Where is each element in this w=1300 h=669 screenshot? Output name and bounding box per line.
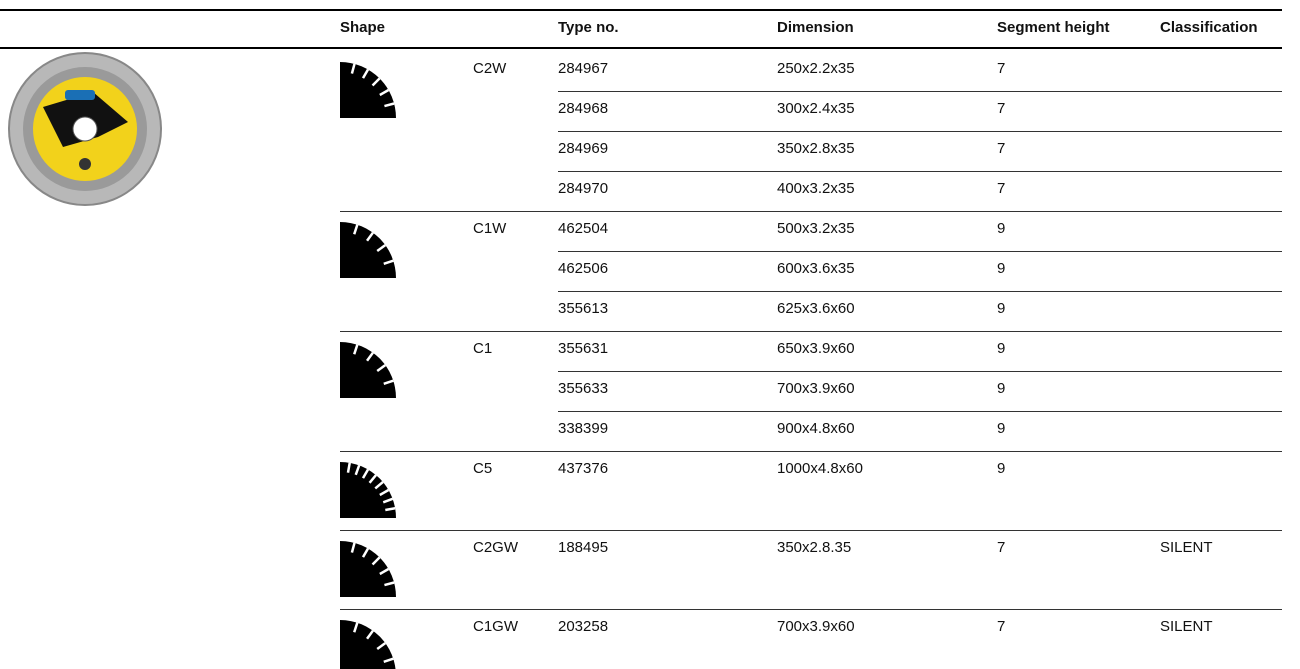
group-rule — [340, 331, 1282, 332]
header-type-no: Type no. — [558, 19, 619, 36]
header-classification: Classification — [1160, 19, 1258, 36]
dimension: 700x3.9x60 — [777, 380, 855, 397]
header-rule — [0, 47, 1282, 49]
dimension: 250x2.2x35 — [777, 60, 855, 77]
segment-height: 9 — [997, 220, 1006, 237]
shape-code: C1 — [473, 340, 493, 357]
segment-height: 7 — [997, 60, 1006, 77]
dimension: 350x2.8x35 — [777, 140, 855, 157]
segment-height: 9 — [997, 260, 1006, 277]
segment-height: 9 — [997, 340, 1006, 357]
segment-height: 9 — [997, 300, 1006, 317]
type-no: 355613 — [558, 300, 609, 317]
dimension: 500x3.2x35 — [777, 220, 855, 237]
segment-height: 7 — [997, 180, 1006, 197]
dimension: 650x3.9x60 — [777, 340, 855, 357]
dimension: 400x3.2x35 — [777, 180, 855, 197]
row-rule — [558, 291, 1282, 292]
shape-icon — [340, 541, 396, 597]
type-no: 338399 — [558, 420, 609, 437]
dimension: 900x4.8x60 — [777, 420, 855, 437]
row-rule — [558, 91, 1282, 92]
row-rule — [558, 251, 1282, 252]
type-no: 188495 — [558, 539, 609, 556]
header-shape: Shape — [340, 19, 386, 36]
shape-icon — [340, 62, 396, 118]
type-no: 284969 — [558, 140, 609, 157]
shape-icon — [340, 222, 396, 278]
type-no: 355633 — [558, 380, 609, 397]
group-rule — [340, 451, 1282, 452]
top-rule — [0, 9, 1282, 11]
row-rule — [558, 371, 1282, 372]
type-no: 462504 — [558, 220, 609, 237]
type-no: 284967 — [558, 60, 609, 77]
product-image — [8, 52, 162, 206]
dimension: 350x2.8.35 — [777, 539, 852, 556]
segment-height: 7 — [997, 100, 1006, 117]
shape-code: C1GW — [473, 618, 518, 635]
dimension: 700x3.9x60 — [777, 618, 855, 635]
segment-height: 9 — [997, 420, 1006, 437]
shape-code: C2W — [473, 60, 507, 77]
type-no: 355631 — [558, 340, 609, 357]
type-no: 284968 — [558, 100, 609, 117]
shape-code: C1W — [473, 220, 507, 237]
type-no: 437376 — [558, 460, 609, 477]
type-no: 462506 — [558, 260, 609, 277]
header-segment-height: Segment height — [997, 19, 1110, 36]
shape-icon — [340, 462, 396, 518]
segment-height: 7 — [997, 140, 1006, 157]
header-dimension: Dimension — [777, 19, 854, 36]
segment-height: 9 — [997, 460, 1006, 477]
classification: SILENT — [1160, 618, 1213, 635]
group-rule — [340, 211, 1282, 212]
shape-icon — [340, 342, 396, 398]
shape-code: C2GW — [473, 539, 518, 556]
dimension: 625x3.6x60 — [777, 300, 855, 317]
dimension: 600x3.6x35 — [777, 260, 855, 277]
segment-height: 7 — [997, 618, 1006, 635]
type-no: 284970 — [558, 180, 609, 197]
classification: SILENT — [1160, 539, 1213, 556]
segment-height: 7 — [997, 539, 1006, 556]
row-rule — [558, 411, 1282, 412]
group-rule — [340, 530, 1282, 531]
row-rule — [558, 131, 1282, 132]
segment-height: 9 — [997, 380, 1006, 397]
type-no: 203258 — [558, 618, 609, 635]
row-rule — [558, 171, 1282, 172]
dimension: 300x2.4x35 — [777, 100, 855, 117]
dimension: 1000x4.8x60 — [777, 460, 863, 477]
shape-icon — [340, 620, 396, 669]
shape-code: C5 — [473, 460, 493, 477]
group-rule — [340, 609, 1282, 610]
